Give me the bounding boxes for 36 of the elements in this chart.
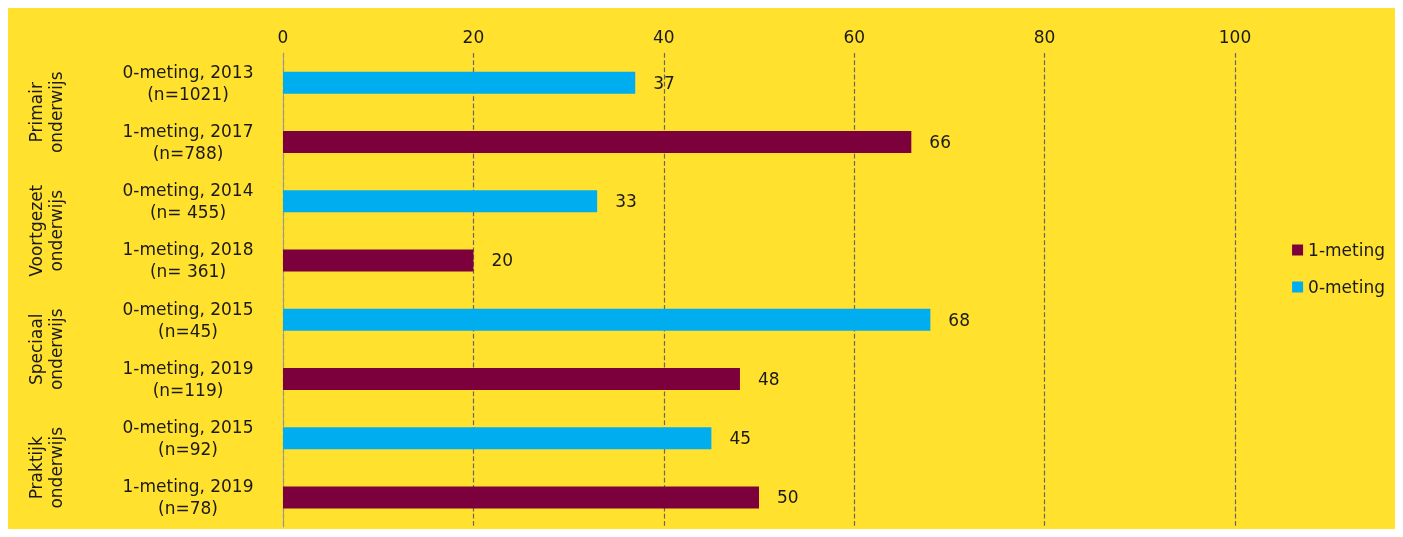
text: Primair onderwijs (26, 71, 66, 154)
y-tick-label: 1-meting, 2019 (n=119) (122, 357, 254, 400)
text: Praktijk onderwijs (26, 426, 66, 509)
legend-label: 1-meting (1308, 240, 1386, 260)
y-tick-label: 1-meting, 2019 (n=78) (122, 476, 254, 519)
x-tick-label: 40 (652, 26, 675, 47)
bar (283, 190, 598, 213)
y-tick-label: 0-meting, 2014 (n= 455) (122, 180, 254, 223)
data-label: 48 (757, 368, 780, 389)
bar (283, 130, 912, 153)
data-label: 37 (653, 72, 675, 93)
bar (283, 427, 712, 450)
data-label: 45 (729, 428, 752, 449)
y-tick-label: 0-meting, 2015 (n=45) (122, 298, 254, 341)
bar (283, 249, 474, 272)
data-label: 33 (615, 191, 637, 212)
y-tick-label: 0-meting, 2015 (n=92) (122, 417, 254, 460)
text: Voortgezet onderwijs (26, 184, 66, 277)
bar (283, 486, 759, 509)
x-tick-label: 60 (843, 26, 866, 47)
y-tick-label: 0-meting, 2013 (n=1021) (122, 61, 254, 104)
bar (283, 367, 740, 390)
data-label: 68 (948, 309, 970, 330)
legend-label: 0-meting (1308, 277, 1386, 297)
text: Speciaal onderwijs (26, 308, 66, 391)
bar (283, 71, 636, 94)
data-label: 20 (491, 250, 514, 271)
x-tick-label: 20 (462, 26, 485, 47)
y-tick-label: 1-meting, 2018 (n= 361) (122, 239, 254, 282)
x-tick-label: 0 (277, 26, 289, 47)
bar (283, 308, 931, 331)
y-tick-label: 1-meting, 2017 (n=788) (122, 120, 254, 163)
x-tick-label: 100 (1218, 26, 1252, 47)
data-label: 66 (929, 131, 951, 152)
x-tick-label: 80 (1033, 26, 1056, 47)
data-label: 50 (777, 487, 799, 508)
